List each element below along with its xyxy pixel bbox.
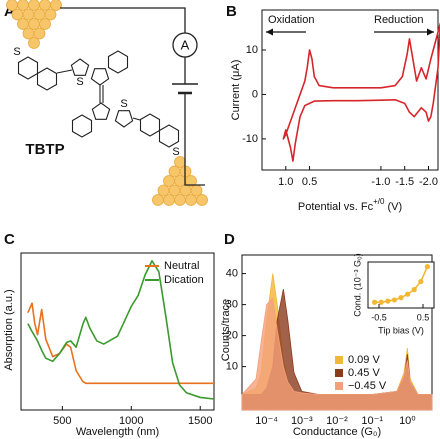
x-axis-label: Potential vs. Fc+/0 (V) [298,197,402,213]
panel-label: D [224,231,235,248]
line [27,260,215,400]
gold-atom [50,0,62,11]
y-tick-label: 10 [246,44,258,56]
gold-atom [185,194,197,206]
marker [424,264,430,270]
gold-atom [44,8,57,21]
x-tick-label: 10⁻² [326,415,348,427]
line [282,22,440,162]
ammeter [172,32,198,58]
ring [107,50,129,74]
wire [60,7,186,33]
x-tick-label: -1.0 [371,176,390,188]
bond [56,69,73,74]
y-axis-label: Current (μA) [230,60,242,121]
ring [139,113,161,137]
legend-label: Neutral [164,260,199,272]
x-tick-label: 10⁻³ [291,415,313,427]
ring [70,58,90,76]
panel-label: B [226,3,237,20]
annotation: Reduction [374,14,424,26]
gold-atom [152,194,164,206]
marker [372,299,378,305]
y-axis-label: Absorption (a.u.) [3,289,15,370]
ammeter-label: A [181,37,190,52]
panel-label: C [4,231,15,248]
x-axis-label: Conductance (G₀) [293,426,381,438]
y-tick-label: 10 [226,361,238,373]
atom-label: S [120,98,127,110]
marker [378,299,384,305]
marker [418,278,424,285]
x-tick-label: -0.5 [371,312,387,322]
x-tick-label: -1.5 [395,176,414,188]
x-axis-label: Wavelength (nm) [76,426,159,438]
ring [114,110,134,128]
x-tick-label: -2.0 [419,176,438,188]
arrow-head [266,28,273,36]
atom-label: S [13,46,20,58]
marker [398,295,404,301]
x-tick-label: 0.5 [417,312,430,322]
legend-swatch [335,356,343,364]
y-axis-label: Counts/trace [220,299,232,361]
legend-label: −0.45 V [348,380,387,392]
legend-swatch [335,382,343,390]
arrow-head [427,28,434,36]
ring [91,102,111,120]
panel-label: A [4,3,15,20]
atom-label: S [172,146,179,158]
x-tick-label: 0.5 [302,176,317,188]
marker [391,297,397,303]
marker [411,287,417,293]
y-tick-label: 30 [226,299,238,311]
x-tick-label: 1000 [119,415,143,427]
molecule-name: TBTP [25,141,64,158]
y-tick-label: 0 [252,88,258,100]
legend-label: Dication [164,274,204,286]
bond [132,117,141,121]
x-axis-label: Tip bias (V) [378,325,424,335]
y-axis-label: Cond. (10⁻³ G₀) [352,253,362,317]
ring [158,124,180,148]
x-tick-label: 500 [53,415,71,427]
ring [71,114,93,138]
x-axis-label-sup: +/0 [373,197,385,206]
y-tick-label: 20 [226,330,238,342]
legend-swatch [335,369,343,377]
x-tick-label: 1.0 [278,176,293,188]
wire [184,93,205,186]
gold-atom [196,194,208,206]
gold-atom [39,18,51,30]
ring [90,68,110,86]
line [27,302,214,385]
plot-frame [261,9,439,171]
gold-atom [163,194,175,206]
x-axis-label-main: Potential vs. Fc [298,201,374,213]
x-tick-label: 1500 [188,415,212,427]
y-tick-label: -10 [242,133,258,145]
atom-label: S [76,76,83,88]
x-axis-label-unit: (V) [387,201,402,213]
y-tick-label: 40 [226,268,238,280]
legend-label: 0.09 V [348,354,380,366]
legend-label: 0.45 V [348,367,380,379]
annotation: Oxidation [268,14,314,26]
marker [405,291,411,297]
gold-atom [174,194,186,206]
x-tick-label: 10⁻⁴ [255,415,278,427]
x-tick-label: 10⁰ [399,415,416,427]
ring [36,67,58,91]
x-tick-label: 10⁻¹ [361,415,383,427]
marker [385,298,391,304]
ring [17,56,39,80]
gold-atom [28,37,40,49]
area [241,297,433,411]
plot-frame [367,261,435,309]
gold-atom [33,27,46,40]
